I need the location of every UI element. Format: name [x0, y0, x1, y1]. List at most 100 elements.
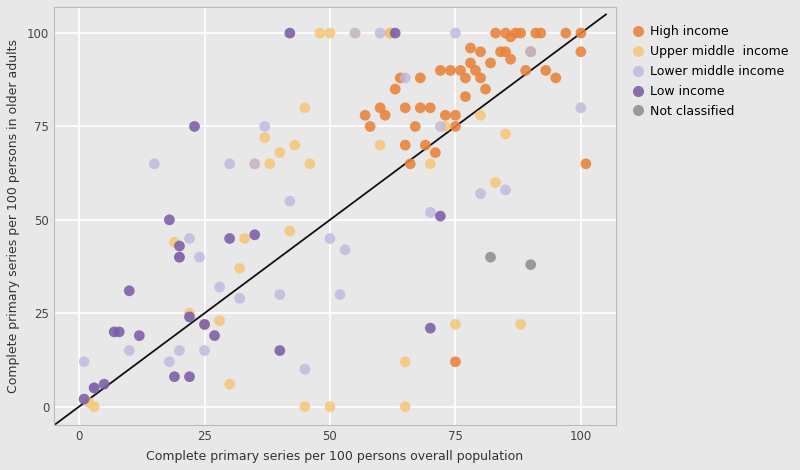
High income: [399, 141, 412, 149]
Upper middle  income: [238, 235, 251, 242]
Low income: [133, 332, 146, 339]
High income: [464, 59, 477, 67]
High income: [559, 29, 572, 37]
Upper middle  income: [183, 309, 196, 317]
High income: [358, 111, 371, 119]
Lower middle income: [193, 253, 206, 261]
Lower middle income: [213, 283, 226, 291]
High income: [574, 48, 587, 55]
Lower middle income: [88, 384, 101, 392]
Lower middle income: [183, 235, 196, 242]
Low income: [123, 287, 136, 295]
High income: [449, 123, 462, 130]
Low income: [283, 29, 296, 37]
Lower middle income: [449, 29, 462, 37]
High income: [439, 111, 452, 119]
High income: [449, 111, 462, 119]
High income: [489, 29, 502, 37]
Upper middle  income: [88, 403, 101, 410]
Lower middle income: [499, 186, 512, 194]
High income: [444, 67, 457, 74]
Low income: [108, 328, 121, 336]
Lower middle income: [173, 347, 186, 354]
Low income: [434, 212, 446, 220]
Low income: [389, 29, 402, 37]
Upper middle  income: [263, 160, 276, 168]
High income: [399, 104, 412, 111]
Lower middle income: [123, 347, 136, 354]
High income: [464, 44, 477, 52]
Low income: [163, 216, 176, 224]
Upper middle  income: [223, 380, 236, 388]
Upper middle  income: [213, 317, 226, 324]
High income: [499, 48, 512, 55]
Upper middle  income: [474, 111, 487, 119]
Upper middle  income: [274, 149, 286, 157]
Upper middle  income: [303, 160, 316, 168]
High income: [414, 74, 426, 82]
Lower middle income: [338, 246, 351, 253]
High income: [459, 93, 472, 100]
Low income: [424, 324, 437, 332]
High income: [374, 104, 386, 111]
High income: [459, 74, 472, 82]
Upper middle  income: [449, 321, 462, 328]
X-axis label: Complete primary series per 100 persons overall population: Complete primary series per 100 persons …: [146, 450, 523, 463]
High income: [364, 123, 377, 130]
High income: [479, 86, 492, 93]
Lower middle income: [524, 48, 537, 55]
Lower middle income: [334, 291, 346, 298]
High income: [429, 149, 442, 157]
Lower middle income: [173, 253, 186, 261]
High income: [404, 160, 417, 168]
Legend: High income, Upper middle  income, Lower middle income, Low income, Not classifi: High income, Upper middle income, Lower …: [628, 22, 793, 122]
Upper middle  income: [514, 321, 527, 328]
Upper middle  income: [283, 227, 296, 235]
Upper middle  income: [439, 123, 452, 130]
Not classified: [524, 261, 537, 268]
High income: [419, 141, 432, 149]
Upper middle  income: [289, 141, 302, 149]
Lower middle income: [399, 74, 412, 82]
High income: [524, 48, 537, 55]
Lower middle income: [248, 160, 261, 168]
Upper middle  income: [374, 141, 386, 149]
High income: [484, 59, 497, 67]
Low income: [198, 321, 211, 328]
High income: [389, 86, 402, 93]
High income: [434, 67, 446, 74]
High income: [424, 104, 437, 111]
High income: [454, 67, 467, 74]
Upper middle  income: [298, 104, 311, 111]
Upper middle  income: [424, 160, 437, 168]
Low income: [223, 235, 236, 242]
Low income: [183, 313, 196, 321]
Lower middle income: [574, 104, 587, 111]
Upper middle  income: [258, 134, 271, 141]
Upper middle  income: [349, 29, 362, 37]
Lower middle income: [434, 123, 446, 130]
High income: [469, 67, 482, 74]
High income: [550, 74, 562, 82]
Lower middle income: [424, 209, 437, 216]
Lower middle income: [234, 295, 246, 302]
Lower middle income: [374, 29, 386, 37]
Lower middle income: [474, 190, 487, 197]
Low income: [78, 395, 90, 403]
Lower middle income: [283, 197, 296, 205]
Upper middle  income: [399, 358, 412, 366]
High income: [579, 160, 592, 168]
High income: [504, 33, 517, 40]
Upper middle  income: [314, 29, 326, 37]
Lower middle income: [78, 358, 90, 366]
High income: [474, 74, 487, 82]
Low income: [183, 373, 196, 380]
High income: [378, 111, 391, 119]
High income: [510, 29, 522, 37]
Low income: [88, 384, 101, 392]
Lower middle income: [258, 123, 271, 130]
Low income: [173, 242, 186, 250]
Upper middle  income: [234, 265, 246, 272]
Lower middle income: [223, 160, 236, 168]
Not classified: [484, 253, 497, 261]
